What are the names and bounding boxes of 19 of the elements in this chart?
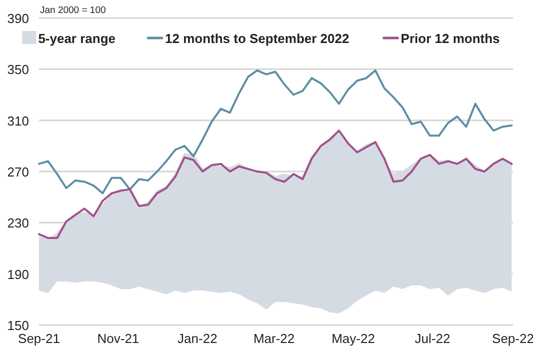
legend-label: Prior 12 months <box>400 31 500 46</box>
x-tick-label: Sep-22 <box>492 331 533 346</box>
x-tick-label: May-22 <box>332 331 375 346</box>
x-tick-label: Jul-22 <box>414 331 450 346</box>
y-tick-label: 350 <box>7 62 29 78</box>
line-series <box>38 69 513 194</box>
x-tick-label: Mar-22 <box>253 331 295 346</box>
y-tick-label: 150 <box>7 318 29 333</box>
y-tick-label: 310 <box>7 113 29 128</box>
x-tick-label: Nov-21 <box>97 331 140 346</box>
y-axis-title: Jan 2000 = 100 <box>40 5 106 16</box>
y-tick-label: 230 <box>7 216 29 231</box>
legend-label: 5-year range <box>38 31 116 46</box>
y-tick-label: 270 <box>7 164 29 180</box>
y-tick-label: 390 <box>7 11 29 26</box>
x-tick-label: Sep-21 <box>18 331 60 346</box>
y-tick-label: 190 <box>7 266 29 282</box>
x-tick-label: Jan-22 <box>178 331 218 346</box>
legend-label: 12 months to September 2022 <box>165 31 350 46</box>
